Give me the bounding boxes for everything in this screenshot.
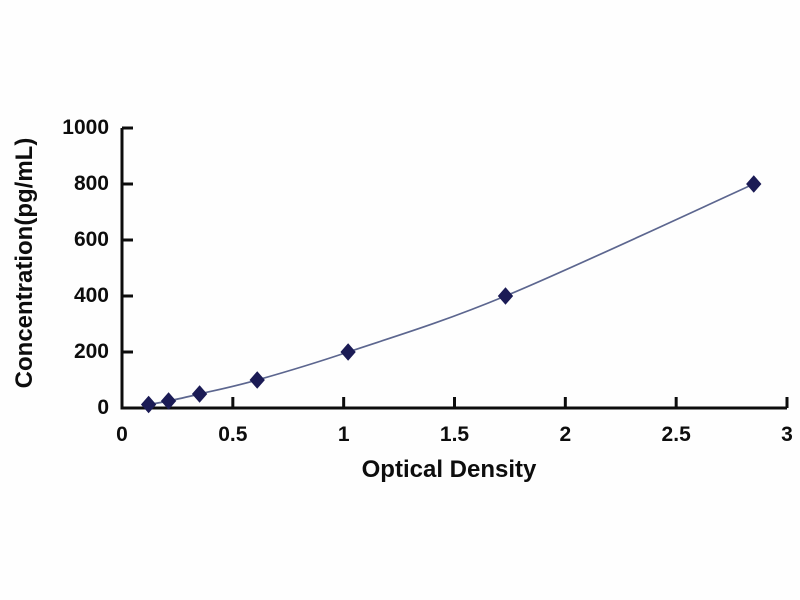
- y-axis-title: Concentration(pg/mL): [11, 137, 38, 389]
- y-tick-label: 600: [73, 228, 109, 251]
- axis-spine: [120, 128, 787, 410]
- data-point-marker: [160, 392, 177, 410]
- y-tick-label: 400: [73, 284, 109, 307]
- x-tick-label: 0.5: [218, 423, 248, 446]
- data-point-marker: [249, 371, 265, 389]
- y-tick-label: 200: [73, 340, 109, 363]
- x-axis-title: Optical Density: [361, 456, 537, 483]
- x-tick-label: 2: [559, 423, 572, 446]
- x-tick-label: 2.5: [661, 423, 691, 446]
- data-point-marker: [497, 287, 514, 305]
- data-point-marker: [191, 385, 208, 403]
- x-tick-label: 1.5: [439, 423, 470, 446]
- data-point-marker: [140, 395, 157, 414]
- x-tick-label: 3: [781, 423, 793, 446]
- y-tick-label: 0: [97, 396, 109, 419]
- y-tick-label: 800: [73, 172, 109, 195]
- standard-curve-line: [148, 183, 755, 406]
- data-point-marker: [746, 175, 762, 193]
- y-tick-label: 1000: [62, 116, 109, 139]
- data-point-marker: [340, 343, 356, 361]
- x-tick-label: 0: [116, 423, 128, 446]
- x-tick-label: 1: [337, 423, 350, 446]
